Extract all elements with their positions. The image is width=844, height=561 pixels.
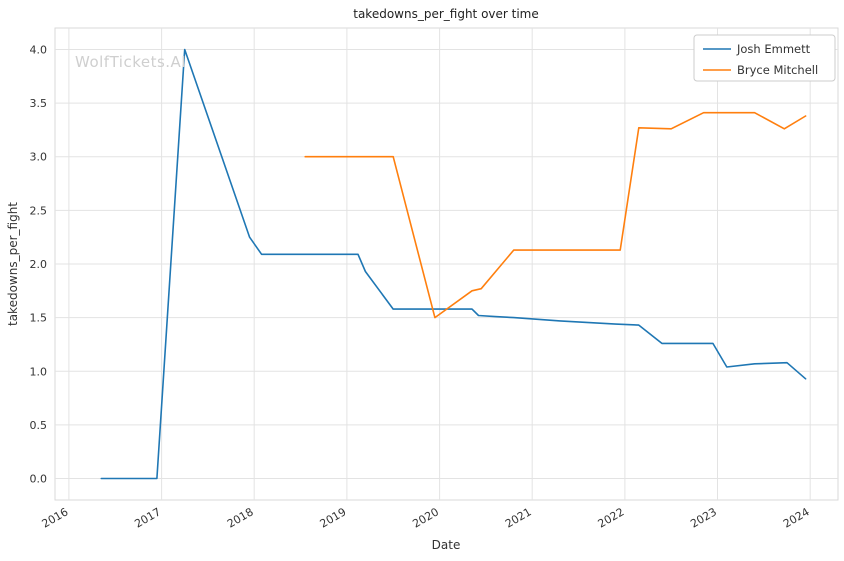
x-tick-label: 2018 [225,505,256,530]
legend: Josh Emmett Bryce Mitchell [693,34,836,82]
y-tick-label: 3.0 [30,151,48,164]
x-tick-label: 2019 [318,505,349,530]
series-lines [100,48,807,480]
y-tick-label: 0.5 [30,419,48,432]
y-tick-label: 3.5 [30,97,48,110]
y-tick-label: 1.5 [30,312,48,325]
x-tick-label: 2023 [688,505,719,530]
watermark: WolfTickets.AI [75,53,186,71]
x-tick-label: 2022 [596,505,627,530]
y-tick-label: 2.0 [30,258,48,271]
x-tick-label: 2021 [503,505,534,530]
x-tick-label: 2020 [410,505,441,530]
legend-label-1: Bryce Mitchell [737,63,818,77]
y-tick-label: 0.0 [30,473,48,486]
y-axis-label: takedowns_per_fight [6,202,20,326]
x-tick-label: 2024 [781,505,812,530]
series-line-0 [100,48,807,480]
y-tick-label: 4.0 [30,44,48,57]
grid-lines [55,28,838,500]
chart-title: takedowns_per_fight over time [353,7,539,21]
legend-label-0: Josh Emmett [736,42,811,56]
y-tick-label: 2.5 [30,204,48,217]
x-axis-label: Date [432,538,461,552]
x-tick-label: 2016 [40,505,71,530]
series-line-1 [304,111,807,319]
x-tick-label: 2017 [132,505,163,530]
y-tick-label: 1.0 [30,365,48,378]
